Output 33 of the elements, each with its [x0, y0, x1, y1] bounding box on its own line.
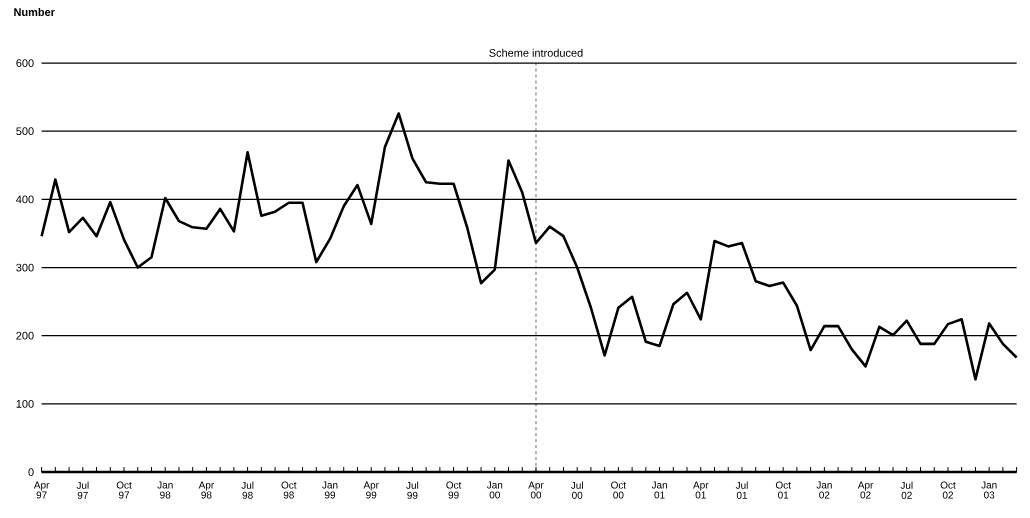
x-tick-label: Jul 97 [76, 481, 89, 499]
x-tick-label: Apr 01 [693, 481, 709, 499]
x-tick-label: Jul 01 [735, 481, 748, 499]
x-tick-label: Jul 00 [570, 481, 583, 499]
y-tick-label: 600 [16, 59, 34, 67]
x-tick-label: Apr 98 [198, 481, 214, 499]
x-tick-label: Jan 98 [157, 481, 173, 499]
x-tick-label: Oct 00 [611, 481, 627, 499]
x-tick-label: Jan 02 [816, 481, 832, 499]
x-tick-label: Oct 02 [940, 481, 956, 499]
y-axis-title: Number [14, 7, 55, 17]
y-tick-label: 400 [16, 195, 34, 204]
x-tick-label: Jan 01 [651, 481, 667, 499]
x-tick-label: Apr 99 [363, 481, 379, 499]
y-tick-label: 0 [28, 468, 34, 476]
x-tick-label: Jan 03 [981, 481, 997, 499]
x-tick-label: Oct 98 [281, 481, 297, 499]
x-tick-label: Apr 00 [528, 481, 544, 499]
x-tick-label: Jul 98 [241, 481, 254, 499]
x-tick-label: Oct 99 [446, 481, 462, 499]
y-tick-label: 300 [16, 263, 34, 272]
x-tick-label: Apr 02 [857, 481, 874, 499]
x-tick-label: Oct 01 [775, 481, 791, 499]
x-tick-label: Jan 00 [486, 481, 503, 499]
ref-line-label: Scheme introduced [489, 48, 583, 57]
x-tick-label: Jan 99 [322, 481, 338, 499]
y-tick-label: 100 [16, 400, 34, 408]
x-tick-label: Jul 02 [900, 481, 913, 499]
x-tick-label: Apr 97 [33, 481, 50, 499]
y-tick-label: 200 [16, 331, 34, 340]
x-tick-label: Jul 99 [406, 481, 419, 499]
x-tick-label: Oct 97 [116, 481, 132, 499]
y-tick-label: 500 [16, 127, 34, 136]
